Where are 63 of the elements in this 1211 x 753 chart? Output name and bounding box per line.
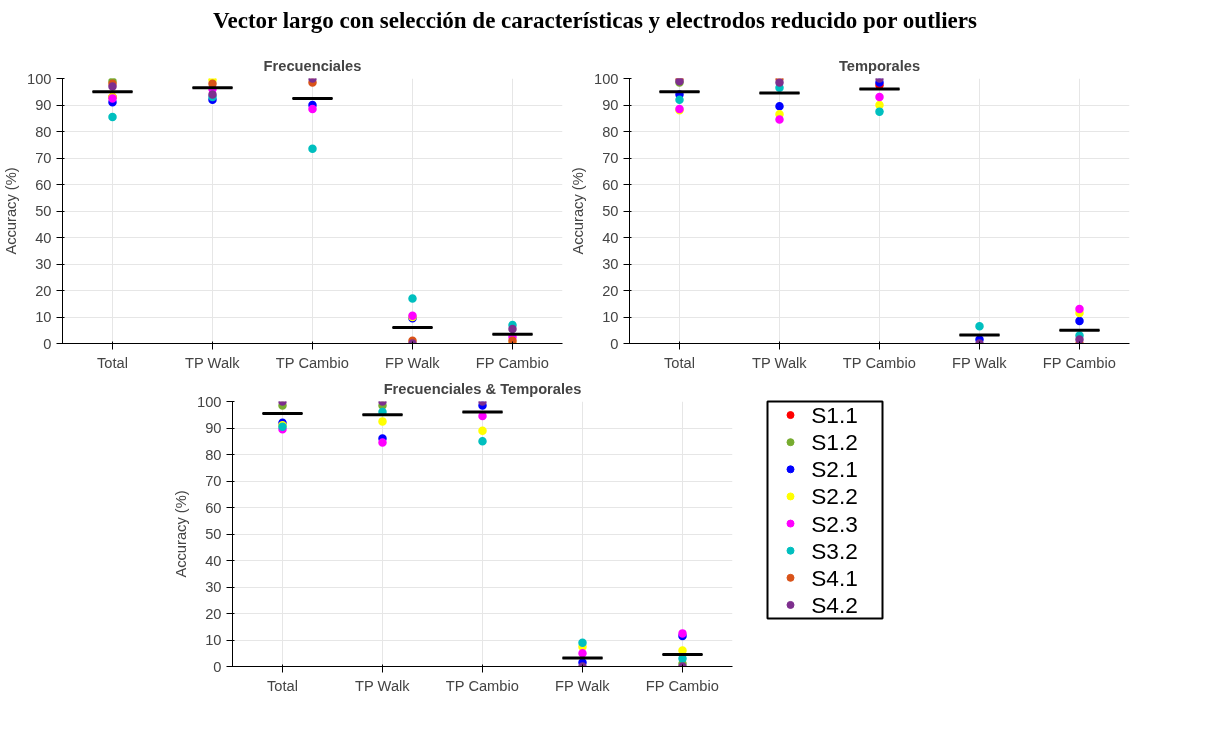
- y-tick-label: 30: [602, 256, 619, 272]
- y-tick-label: 40: [602, 229, 619, 246]
- y-axis-title: Accuracy (%): [3, 167, 20, 255]
- y-tick-label: 40: [205, 552, 222, 569]
- x-tick-label: FP Walk: [952, 354, 1008, 371]
- x-tick-label: Total: [267, 677, 298, 694]
- legend-label: S2.2: [811, 483, 858, 510]
- y-tick-label: 70: [35, 150, 52, 166]
- y-tick-label: 90: [602, 97, 619, 113]
- x-tick-label: FP Cambio: [1042, 354, 1116, 371]
- x-tick-label: TP Cambio: [445, 677, 519, 694]
- chart-title: Temporales: [838, 57, 921, 74]
- y-tick-label: 40: [35, 229, 52, 246]
- y-tick-label: 0: [213, 658, 222, 675]
- x-tick-label: FP Cambio: [475, 354, 549, 371]
- y-tick-label: 80: [205, 446, 222, 463]
- y-tick-label: 30: [35, 256, 52, 272]
- legend-label: S1.1: [811, 402, 858, 429]
- y-axis-title: Accuracy (%): [570, 167, 587, 255]
- y-tick-label: 100: [197, 393, 222, 410]
- x-tick-label: TP Walk: [355, 677, 411, 694]
- legend-label: S3.2: [811, 537, 858, 564]
- y-tick-label: 80: [35, 123, 52, 140]
- y-tick-label: 50: [602, 203, 619, 219]
- y-axis-title: Accuracy (%): [173, 490, 190, 578]
- x-tick-label: FP Walk: [385, 354, 441, 371]
- text: Vector largo con selección de características y electrodos reducido por outliers: [213, 7, 977, 35]
- x-tick-label: TP Cambio: [842, 354, 916, 371]
- chart-title: Frecuenciales: [263, 57, 362, 74]
- y-tick-label: 100: [594, 70, 619, 87]
- y-tick-label: 100: [27, 70, 52, 87]
- y-tick-label: 0: [610, 335, 619, 352]
- legend-label: S2.3: [811, 510, 858, 537]
- y-tick-label: 20: [602, 282, 619, 299]
- y-tick-label: 10: [35, 309, 52, 325]
- x-tick-label: TP Walk: [752, 354, 808, 371]
- y-tick-label: 20: [205, 605, 222, 622]
- y-tick-label: 0: [43, 335, 52, 352]
- chart-title: Frecuenciales & Temporales: [383, 380, 582, 397]
- y-tick-label: 70: [205, 473, 222, 489]
- y-tick-label: 50: [205, 526, 222, 542]
- legend-label: S1.2: [811, 429, 858, 456]
- y-tick-label: 60: [602, 176, 619, 193]
- legend-label: S4.2: [811, 591, 858, 618]
- x-tick-label: TP Walk: [185, 354, 241, 371]
- x-tick-label: FP Cambio: [645, 677, 719, 694]
- y-tick-label: 60: [35, 176, 52, 193]
- y-tick-label: 60: [205, 499, 222, 516]
- y-tick-label: 30: [205, 579, 222, 595]
- y-tick-label: 10: [602, 309, 619, 325]
- legend-label: S4.1: [811, 564, 858, 591]
- y-tick-label: 10: [205, 632, 222, 648]
- y-tick-label: 50: [35, 203, 52, 219]
- legend-label: S2.1: [811, 456, 858, 483]
- y-tick-label: 90: [205, 420, 222, 436]
- x-tick-label: TP Cambio: [275, 354, 349, 371]
- y-tick-label: 90: [35, 97, 52, 113]
- y-tick-label: 70: [602, 150, 619, 166]
- y-tick-label: 80: [602, 123, 619, 140]
- x-tick-label: Total: [664, 354, 695, 371]
- x-tick-label: Total: [97, 354, 128, 371]
- y-tick-label: 20: [35, 282, 52, 299]
- x-tick-label: FP Walk: [555, 677, 611, 694]
